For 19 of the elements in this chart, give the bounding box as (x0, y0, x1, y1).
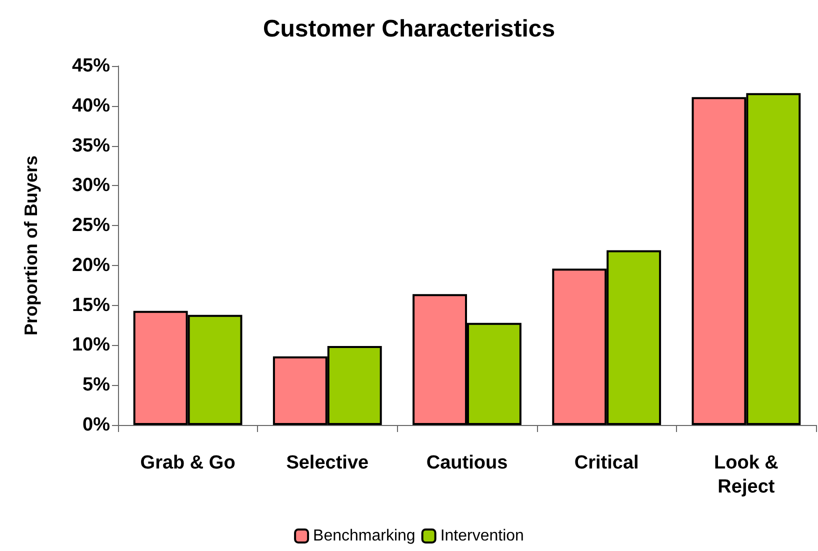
x-tick-label: Critical (574, 452, 639, 474)
y-tick-label: 40% (72, 95, 110, 116)
y-tick-label: 15% (72, 294, 110, 316)
legend-label: Intervention (440, 528, 524, 544)
y-tick-label: 35% (72, 135, 110, 156)
y-tick-label: 10% (72, 334, 110, 356)
x-tick-label: Look & Reject (714, 452, 779, 498)
x-tick-label: Selective (286, 452, 369, 474)
y-tick-label: 0% (82, 414, 110, 436)
x-tick-label: Cautious (426, 452, 508, 474)
y-tick-label: 20% (72, 254, 110, 276)
y-axis-title: Proportion of Buyers (21, 155, 41, 336)
y-tick-label: 25% (72, 215, 110, 236)
y-tick-label: 45% (72, 56, 110, 76)
x-tick-label: Grab & Go (140, 452, 236, 474)
y-tick-label: 30% (72, 175, 110, 196)
y-tick-label: 5% (82, 374, 110, 396)
legend-label: Benchmarking (313, 528, 416, 544)
chart-title: Customer Characteristics (262, 16, 556, 42)
